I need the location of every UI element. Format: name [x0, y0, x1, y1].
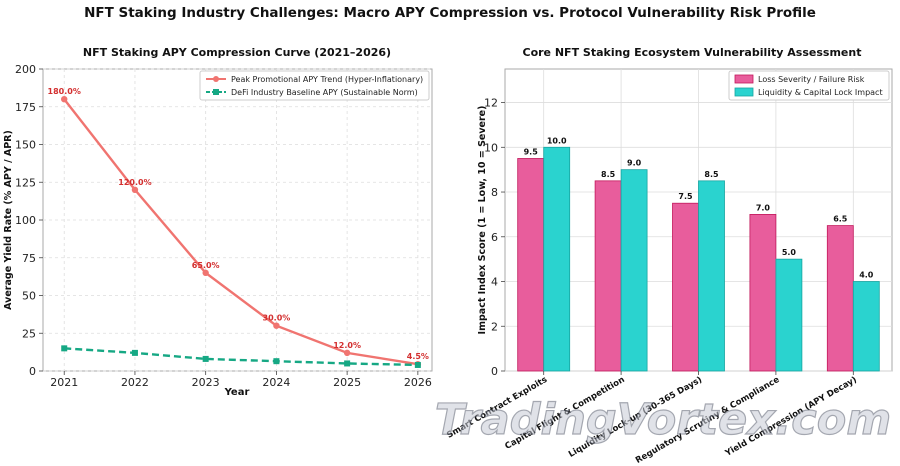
liquidity-impact-bar	[543, 146, 571, 372]
liquidity-impact-value-label: 9.0	[627, 159, 642, 168]
right-y-ticks: 0 2 4 6 8 10 12	[484, 97, 505, 378]
legend-baseline-label: DeFi Industry Baseline APY (Sustainable …	[231, 88, 418, 97]
legend-liquidity-swatch	[734, 87, 754, 97]
right-y-tick-label: 2	[491, 320, 498, 333]
liquidity-impact-value-label: 4.0	[859, 271, 874, 280]
peak-apy-point	[202, 269, 209, 277]
left-y-tick-label: 150	[15, 139, 36, 152]
legend-baseline-marker	[213, 89, 219, 95]
series-line-baseline-apy	[64, 347, 418, 367]
loss-severity-bar	[826, 225, 854, 372]
loss-severity-value-label: 9.5	[524, 147, 539, 156]
baseline-apy-point	[414, 361, 421, 368]
loss-severity-bar	[594, 180, 622, 372]
peak-apy-data-label: 180.0%	[48, 87, 81, 96]
liquidity-impact-value-label: 5.0	[782, 248, 797, 257]
peak-apy-data-label: 120.0%	[118, 178, 151, 187]
left-y-axis-label: Average Yield Rate (% APY / APR)	[3, 130, 14, 310]
right-y-tick-label: 10	[484, 141, 498, 154]
right-y-tick-label: 8	[491, 186, 498, 199]
left-grid	[43, 68, 432, 372]
legend-peak-marker	[213, 76, 219, 82]
left-x-axis-label: Year	[224, 387, 250, 398]
baseline-apy-point	[61, 345, 68, 352]
left-y-tick-label: 200	[15, 63, 36, 76]
loss-severity-bar	[672, 202, 699, 372]
figure-suptitle: NFT Staking Industry Challenges: Macro A…	[84, 5, 816, 21]
left-y-tick-label: 75	[22, 252, 36, 265]
loss-severity-bar	[517, 158, 545, 372]
left-series: 180.0% 120.0% 65.0% 30.0% 12.0% 4.5%	[48, 87, 429, 368]
left-x-ticks: 2021 2022 2023 2024 2025 2026	[50, 371, 432, 389]
apy-compression-chart: NFT Staking APY Compression Curve (2021–…	[3, 46, 433, 398]
peak-apy-point	[61, 96, 68, 103]
liquidity-impact-bar	[698, 180, 725, 372]
loss-severity-bar	[749, 214, 777, 372]
left-y-tick-label: 50	[22, 290, 36, 303]
right-chart-title: Core NFT Staking Ecosystem Vulnerability…	[523, 46, 862, 59]
series-line-peak-apy	[63, 98, 419, 366]
left-x-tick-label: 2024	[262, 376, 290, 389]
liquidity-impact-value-label: 8.5	[704, 170, 719, 179]
baseline-apy-point	[273, 358, 280, 365]
right-y-tick-label: 12	[484, 97, 498, 110]
peak-apy-data-label: 65.0%	[192, 261, 220, 270]
left-y-tick-label: 175	[15, 101, 36, 114]
left-y-tick-label: 25	[22, 327, 36, 340]
left-y-tick-label: 0	[29, 365, 36, 378]
watermark-text: TradingVortex.com	[435, 395, 891, 445]
loss-severity-value-label: 7.0	[756, 203, 771, 212]
liquidity-impact-bar	[620, 169, 648, 372]
left-y-tick-label: 125	[15, 176, 36, 189]
left-legend: Peak Promotional APY Trend (Hyper-Inflat…	[199, 70, 430, 101]
right-legend-box	[728, 70, 890, 101]
legend-loss-swatch	[734, 74, 754, 84]
left-x-tick-label: 2025	[333, 376, 361, 389]
peak-apy-point	[273, 322, 280, 329]
left-chart-title: NFT Staking APY Compression Curve (2021–…	[83, 46, 391, 59]
watermark: TradingVortex.com	[434, 394, 891, 445]
right-y-axis-label: Impact Index Score (1 = Low, 10 = Severe…	[477, 106, 488, 335]
peak-apy-data-label: 30.0%	[263, 314, 291, 323]
baseline-apy-point	[131, 349, 138, 356]
loss-severity-value-label: 6.5	[833, 215, 848, 224]
peak-apy-point	[343, 349, 351, 357]
legend-liquidity-label: Liquidity & Capital Lock Impact	[758, 88, 883, 97]
liquidity-impact-value-label: 10.0	[547, 136, 567, 145]
liquidity-impact-bar	[775, 258, 803, 372]
left-x-tick-label: 2023	[192, 376, 220, 389]
peak-apy-data-label: 4.5%	[407, 352, 429, 361]
baseline-apy-point	[202, 355, 209, 362]
liquidity-impact-bar	[852, 281, 880, 372]
loss-severity-value-label: 7.5	[678, 192, 693, 201]
right-y-tick-label: 4	[491, 276, 498, 289]
left-y-tick-label: 100	[15, 214, 36, 227]
right-y-tick-label: 0	[491, 365, 498, 378]
loss-severity-value-label: 8.5	[601, 170, 616, 179]
legend-peak-label: Peak Promotional APY Trend (Hyper-Inflat…	[231, 75, 423, 84]
right-y-tick-label: 6	[491, 231, 498, 244]
left-y-ticks: 0 25 50 75 100 125 150 175 200	[15, 63, 43, 378]
left-x-tick-label: 2026	[404, 376, 432, 389]
left-x-tick-label: 2022	[121, 376, 149, 389]
peak-apy-data-label: 12.0%	[333, 341, 361, 350]
right-legend: Loss Severity / Failure Risk Liquidity &…	[728, 70, 890, 101]
left-x-tick-label: 2021	[50, 376, 78, 389]
baseline-apy-point	[344, 360, 351, 367]
left-legend-box	[199, 70, 430, 101]
legend-loss-label: Loss Severity / Failure Risk	[758, 75, 865, 84]
peak-apy-point	[131, 186, 139, 193]
right-bars: 9.5 8.5 7.5 7.0 6.5 10.0 9.0 8.5 5.0 4.0	[517, 136, 880, 372]
